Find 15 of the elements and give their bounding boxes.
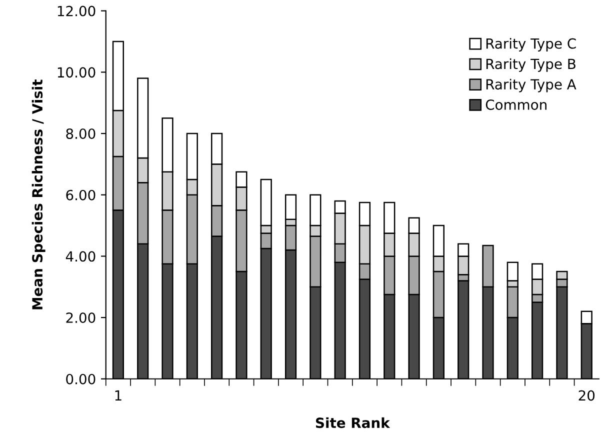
x-tick-label: 20	[578, 390, 595, 401]
y-tick-label: 12.00	[58, 6, 96, 16]
legend-label: Rarity Type B	[486, 58, 576, 72]
y-tick-label: 0.00	[66, 374, 96, 384]
y-axis-title: Mean Species Richness / Visit	[32, 80, 46, 310]
y-tick-label: 2.00	[66, 312, 96, 324]
x-tick-label: 1	[115, 390, 122, 401]
y-tick-label: 4.00	[66, 251, 96, 262]
legend-label: Rarity Type A	[486, 78, 576, 92]
y-tick-label: 8.00	[66, 128, 96, 139]
x-axis-title: Site Rank	[316, 417, 390, 428]
y-tick-label: 6.00	[66, 190, 96, 200]
legend-label: Common	[486, 99, 546, 110]
y-tick-label: 10.00	[58, 67, 96, 78]
legend-label: Rarity Type C	[486, 38, 576, 52]
